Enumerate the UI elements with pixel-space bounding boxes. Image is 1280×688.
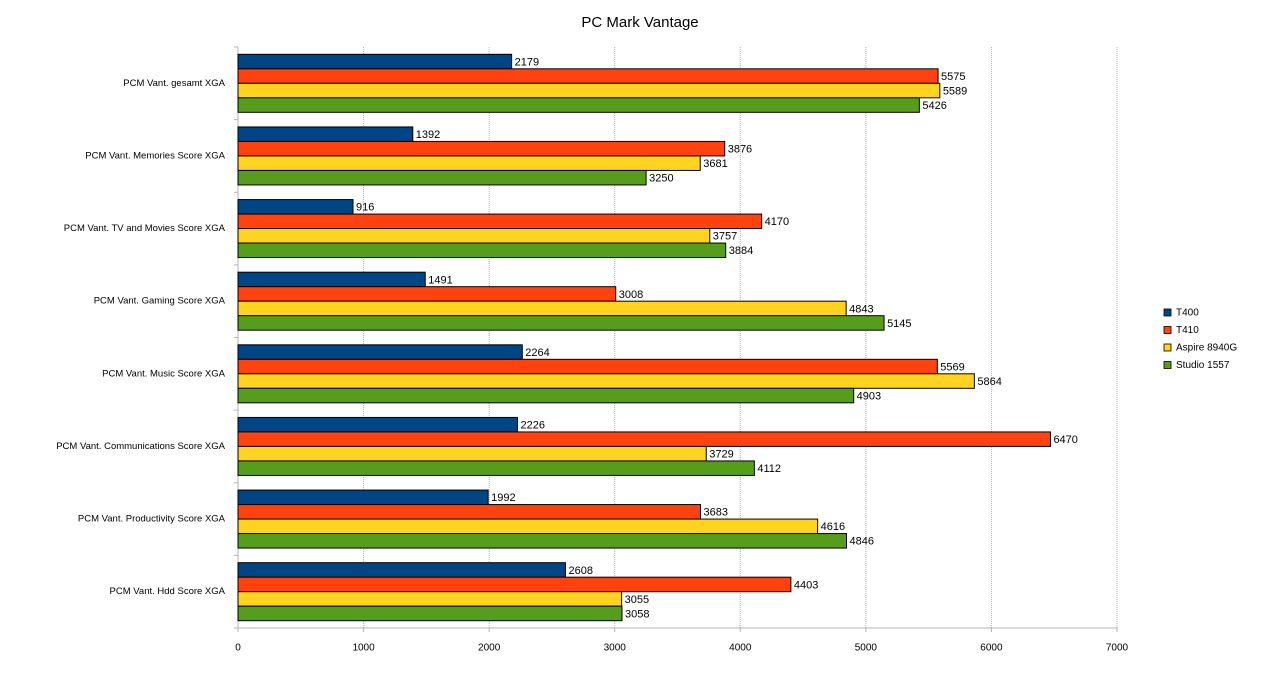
bar [237, 68, 939, 84]
x-tick-label: 4000 [729, 643, 752, 654]
bar [237, 416, 519, 433]
x-tick-label: 0 [235, 643, 241, 654]
value-label: 3008 [619, 289, 643, 301]
value-label: 5569 [940, 361, 964, 373]
value-label: 5589 [943, 85, 967, 97]
legend-label: Studio 1557 [1176, 360, 1230, 371]
value-label: 2226 [521, 420, 545, 432]
bar [237, 169, 647, 186]
value-label: 1491 [428, 274, 452, 286]
value-label: 4112 [757, 463, 781, 475]
value-label: 5575 [941, 71, 965, 83]
x-tick-label: 5000 [855, 643, 878, 654]
bar [237, 533, 848, 549]
category-label: PCM Vant. Music Score XGA [102, 368, 225, 379]
value-label: 4403 [794, 579, 818, 591]
bar [237, 286, 617, 302]
value-label: 5145 [887, 318, 911, 330]
bar [237, 591, 623, 607]
bar [237, 82, 941, 99]
value-label: 5864 [977, 376, 1001, 388]
legend-label: Aspire 8940G [1176, 343, 1237, 354]
x-tick-label: 1000 [352, 643, 375, 654]
bar [237, 271, 426, 288]
legend-label: T410 [1176, 325, 1199, 336]
bar [237, 315, 885, 331]
x-tick-label: 7000 [1106, 643, 1129, 654]
bar [237, 300, 847, 317]
value-label: 3681 [703, 158, 727, 170]
value-label: 3058 [625, 608, 649, 620]
value-label: 3729 [709, 449, 733, 461]
value-label: 3757 [713, 231, 737, 243]
bar [237, 213, 763, 230]
value-label: 1992 [491, 492, 515, 504]
value-label: 4846 [850, 536, 874, 548]
x-tick-label: 6000 [980, 643, 1003, 654]
category-label: PCM Vant. Hdd Score XGA [110, 586, 226, 597]
value-label: 5426 [922, 100, 946, 112]
bar [237, 518, 819, 535]
bar [237, 140, 726, 157]
bar [237, 445, 707, 462]
bar [237, 431, 1051, 447]
value-label: 4843 [849, 303, 873, 315]
category-label: PCM Vant. Gaming Score XGA [94, 296, 226, 307]
value-label: 4903 [857, 390, 881, 402]
value-label: 3683 [703, 507, 727, 519]
value-label: 1392 [416, 129, 440, 141]
legend-label: T400 [1176, 308, 1199, 319]
bar [237, 460, 755, 476]
bar [237, 489, 489, 506]
x-tick-label: 3000 [604, 643, 627, 654]
value-label: 2608 [568, 565, 592, 577]
category-label: PCM Vant. gesamt XGA [123, 78, 225, 89]
x-tick-label: 2000 [478, 643, 501, 654]
bar [237, 504, 701, 520]
bar [237, 242, 727, 259]
value-label: 2264 [525, 347, 549, 359]
bar [237, 126, 414, 142]
value-label: 3055 [625, 594, 649, 606]
bar [237, 199, 354, 215]
value-label: 916 [356, 202, 374, 214]
bar [237, 97, 920, 113]
value-label: 4170 [765, 216, 789, 228]
bar [237, 562, 566, 578]
category-label: PCM Vant. Communications Score XGA [56, 441, 225, 452]
legend-swatch [1163, 343, 1172, 352]
value-label: 6470 [1053, 434, 1077, 446]
value-label: 3884 [729, 245, 753, 257]
value-label: 3876 [728, 144, 752, 156]
bar [237, 155, 701, 171]
bar [237, 605, 623, 622]
category-label: PCM Vant. Memories Score XGA [85, 150, 225, 161]
bar [237, 387, 855, 404]
legend-swatch [1163, 308, 1172, 317]
legend-swatch [1163, 361, 1172, 369]
legend-swatch [1163, 326, 1172, 334]
chart-title: PC Mark Vantage [581, 14, 698, 31]
value-label: 3250 [649, 173, 673, 185]
category-label: PCM Vant. TV and Movies Score XGA [64, 223, 226, 234]
bar [237, 344, 523, 360]
bar [237, 358, 938, 375]
value-label: 4616 [821, 521, 845, 533]
category-label: PCM Vant. Productivity Score XGA [78, 514, 226, 525]
bar [237, 53, 513, 70]
bar [237, 228, 711, 244]
value-label: 2179 [515, 56, 539, 68]
bar [237, 373, 975, 389]
bar [237, 576, 792, 593]
